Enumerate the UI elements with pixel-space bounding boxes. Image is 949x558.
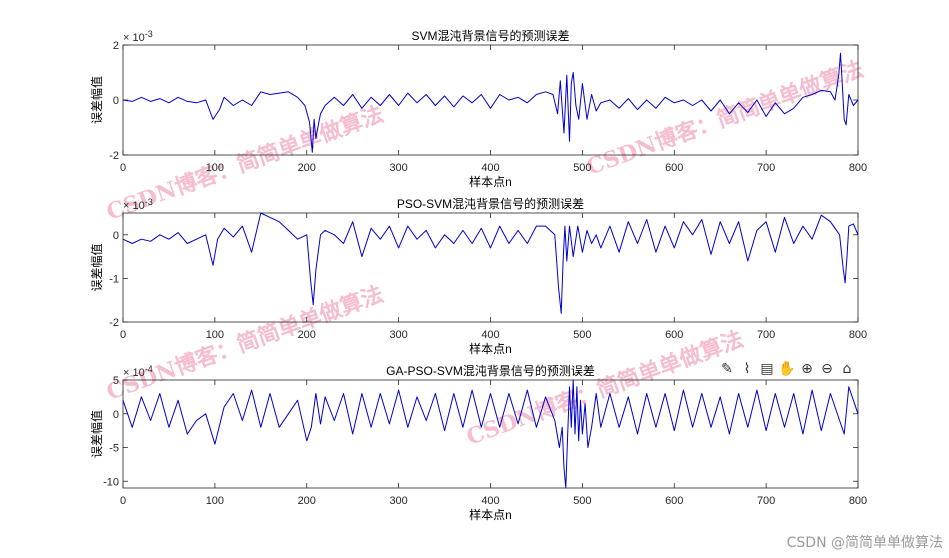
watermark-text: CSDN博客：简简单单做算法 [583,56,867,181]
y-tick-label: 0 [113,409,119,421]
x-tick-label: 300 [389,495,407,507]
x-tick-label: 400 [481,495,499,507]
y-tick-label: 0 [113,230,119,242]
x-axis-label: 样本点n [469,507,512,522]
x-tick-label: 500 [573,162,591,174]
y-tick-label: 5 [113,375,119,387]
y-tick-label: -1 [109,273,119,285]
axis-exponent: × 10-3 [123,29,153,44]
x-tick-label: 300 [389,162,407,174]
subplot-title: SVM混沌背景信号的预测误差 [411,28,569,43]
x-tick-label: 700 [757,329,775,341]
x-tick-label: 600 [665,495,683,507]
x-tick-label: 700 [757,162,775,174]
watermark-text: CSDN博客：简简单单做算法 [103,281,387,406]
x-tick-label: 300 [389,329,407,341]
series-line [122,212,859,314]
x-axis-label: 样本点n [469,341,512,356]
x-tick-label: 800 [849,162,867,174]
axes-toolbar: ✎ ⌇ ▤ ✋ ⊕ ⊖ ⌂ [718,359,856,381]
x-tick-label: 200 [298,162,316,174]
x-tick-label: 500 [573,495,591,507]
x-tick-label: 400 [481,329,499,341]
x-tick-label: 800 [849,495,867,507]
y-axis-label: 误差幅值 [89,410,104,458]
x-tick-label: 100 [206,162,224,174]
x-tick-label: 700 [757,495,775,507]
pan-icon[interactable]: ✋ [778,361,796,377]
x-tick-label: 600 [665,329,683,341]
y-axis-label: 误差幅值 [89,76,104,124]
y-tick-label: 2 [113,40,119,52]
y-tick-label: -5 [109,443,119,455]
series-line [122,52,859,153]
watermark-layer: CSDN博客：简简单单做算法 CSDN博客：简简单单做算法 CSDN博客：简简单… [103,56,867,451]
axis-exponent: × 10-4 [123,364,153,379]
brush-icon[interactable]: ⌇ [743,361,751,377]
y-axis-label: 误差幅值 [89,243,104,291]
y-tick-label: -2 [109,150,119,162]
subplot-title: GA-PSO-SVM混沌背景信号的预测误差 [386,363,595,378]
x-tick-label: 200 [298,495,316,507]
axes-box [122,212,859,323]
x-tick-label: 0 [120,495,126,507]
subplot-ga-pso-svm: GA-PSO-SVM混沌背景信号的预测误差 误差幅值 样本点n × 10-4 0… [89,363,867,522]
y-tick-label: -2 [109,317,119,329]
x-tick-label: 100 [206,495,224,507]
credit-text: CSDN @简简单单做算法 [786,535,943,551]
x-tick-label: 800 [849,329,867,341]
axis-exponent: × 10-3 [123,197,153,212]
x-tick-label: 400 [481,162,499,174]
series-line [122,379,859,489]
x-tick-label: 100 [206,329,224,341]
data-tip-icon[interactable]: ▤ [760,361,774,377]
x-tick-label: 0 [120,329,126,341]
x-tick-label: 200 [298,329,316,341]
home-icon[interactable]: ⌂ [842,361,852,377]
subplot-title: PSO-SVM混沌背景信号的预测误差 [397,196,584,211]
x-axis-label: 样本点n [469,174,512,189]
zoom-in-icon[interactable]: ⊕ [801,361,813,377]
x-tick-label: 0 [120,162,126,174]
x-tick-label: 500 [573,329,591,341]
subplot-svm: SVM混沌背景信号的预测误差 误差幅值 样本点n × 10-3 0 100 200 3… [89,28,867,189]
edit-icon[interactable]: ✎ [721,361,733,377]
x-tick-label: 600 [665,162,683,174]
zoom-out-icon[interactable]: ⊖ [821,361,833,377]
y-tick-label: 0 [113,95,119,107]
y-tick-label: -10 [103,476,119,488]
subplot-pso-svm: PSO-SVM混沌背景信号的预测误差 误差幅值 样本点n × 10-3 0 100… [89,196,867,356]
